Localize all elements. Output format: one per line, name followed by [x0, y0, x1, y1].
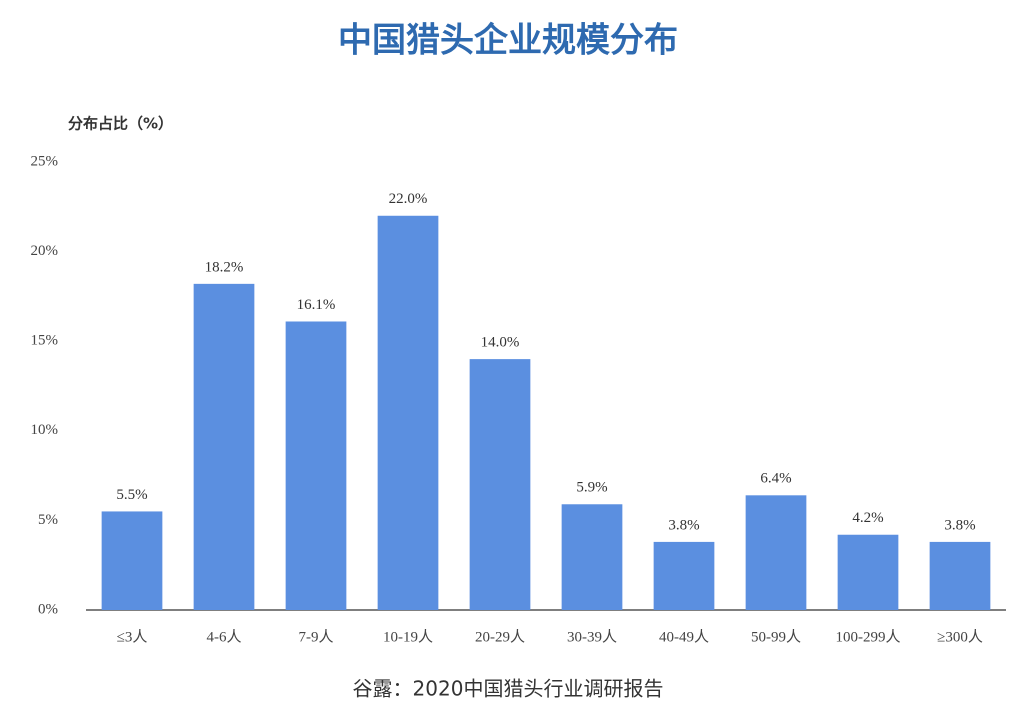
y-tick-label: 25% — [31, 153, 59, 169]
value-label: 14.0% — [481, 335, 520, 351]
bar — [561, 504, 623, 610]
x-tick-label: 30-39人 — [567, 628, 617, 645]
bar — [745, 495, 807, 610]
bar — [101, 511, 163, 610]
x-tick-label: 7-9人 — [299, 628, 334, 645]
y-tick-label: 5% — [38, 512, 58, 528]
value-label: 22.0% — [389, 191, 428, 207]
value-label: 16.1% — [297, 297, 336, 313]
value-label: 5.5% — [116, 487, 147, 503]
value-label: 3.8% — [944, 517, 975, 533]
value-label: 4.2% — [852, 510, 883, 526]
value-label: 3.8% — [668, 517, 699, 533]
bar — [929, 541, 991, 610]
y-axis-label: 分布占比（%） — [68, 115, 173, 133]
value-label: 5.9% — [576, 480, 607, 496]
bar — [653, 541, 715, 610]
y-tick-label: 20% — [31, 243, 59, 259]
source-note: 谷露：2020中国猎头行业调研报告 — [353, 677, 664, 701]
y-tick-label: 10% — [31, 422, 59, 438]
x-tick-label: ≤3人 — [117, 628, 148, 645]
value-label: 18.2% — [205, 259, 244, 275]
bar — [285, 321, 347, 610]
x-tick-label: 10-19人 — [383, 628, 433, 645]
value-label: 6.4% — [760, 471, 791, 487]
y-tick-label: 0% — [38, 601, 58, 617]
chart-title: 中国猎头企业规模分布 — [338, 21, 678, 61]
bar — [377, 215, 439, 610]
bar — [193, 283, 255, 610]
bar — [837, 534, 899, 610]
y-tick-label: 15% — [31, 333, 59, 349]
x-tick-label: 4-6人 — [207, 628, 242, 645]
x-tick-label: 40-49人 — [659, 628, 709, 645]
bar — [469, 359, 531, 610]
x-tick-label: ≥300人 — [937, 628, 983, 645]
x-tick-label: 100-299人 — [836, 628, 901, 645]
x-tick-label: 20-29人 — [475, 628, 525, 645]
x-tick-label: 50-99人 — [751, 628, 801, 645]
